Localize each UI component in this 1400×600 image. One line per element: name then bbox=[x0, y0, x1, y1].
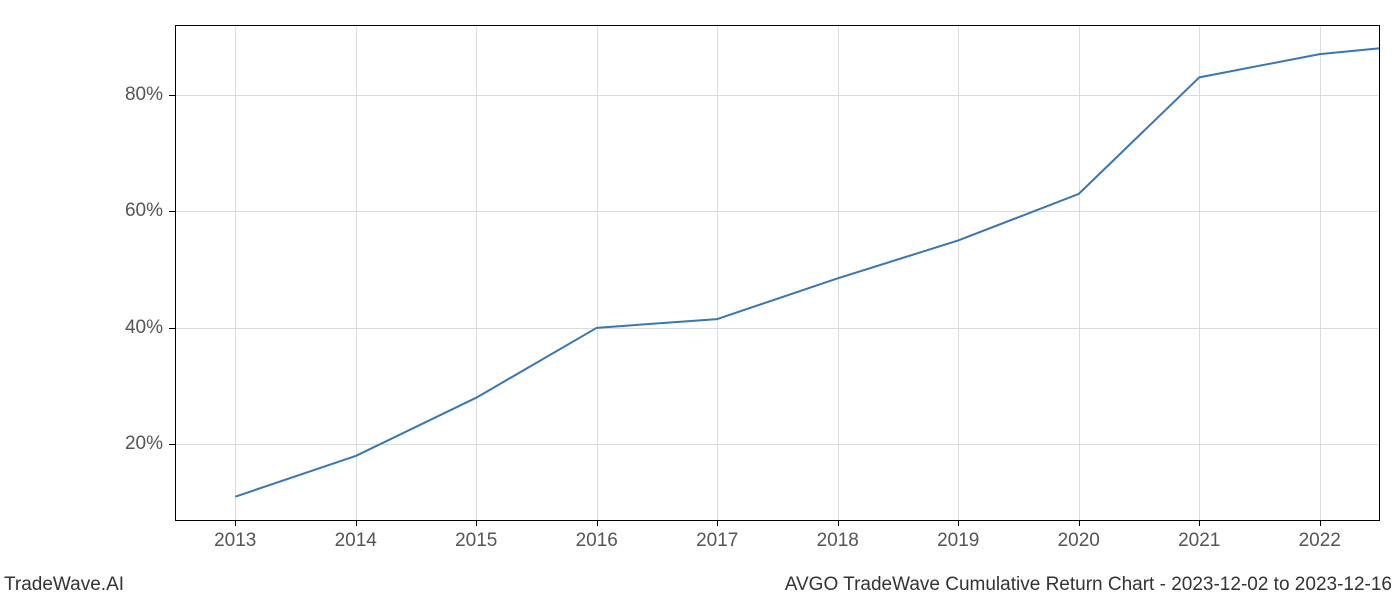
footer-right-caption: AVGO TradeWave Cumulative Return Chart -… bbox=[785, 574, 1392, 596]
x-tick-label: 2016 bbox=[576, 530, 618, 552]
axis-spine bbox=[1379, 25, 1380, 520]
data-line bbox=[175, 25, 1380, 520]
x-tick-label: 2014 bbox=[335, 530, 377, 552]
x-tick-label: 2018 bbox=[817, 530, 859, 552]
axis-spine bbox=[175, 25, 1380, 26]
x-tick-label: 2019 bbox=[937, 530, 979, 552]
x-tick-label: 2021 bbox=[1178, 530, 1220, 552]
x-tick-label: 2020 bbox=[1058, 530, 1100, 552]
x-tick-label: 2015 bbox=[455, 530, 497, 552]
y-tick-label: 60% bbox=[125, 200, 163, 222]
x-tick-label: 2022 bbox=[1299, 530, 1341, 552]
y-tick-label: 40% bbox=[125, 317, 163, 339]
axis-spine bbox=[175, 520, 1380, 521]
footer-left-brand: TradeWave.AI bbox=[4, 574, 124, 596]
x-tick-label: 2013 bbox=[214, 530, 256, 552]
y-tick-label: 80% bbox=[125, 84, 163, 106]
y-tick-label: 20% bbox=[125, 433, 163, 455]
x-tick-label: 2017 bbox=[696, 530, 738, 552]
return-line bbox=[235, 48, 1380, 496]
axis-spine bbox=[175, 25, 176, 520]
chart-container: 2013 2014 2015 2016 2017 2018 2019 2020 2021 2022… bbox=[0, 0, 1400, 600]
